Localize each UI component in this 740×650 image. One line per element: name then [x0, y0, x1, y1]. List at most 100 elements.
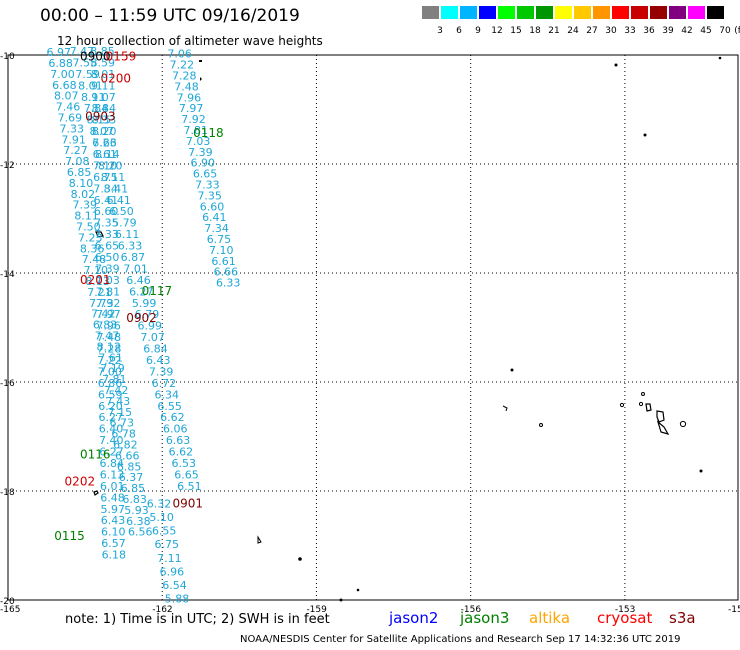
pass-time-label: 0201: [80, 273, 111, 287]
legend-swatch: [574, 6, 591, 19]
map-subtitle: 12 hour collection of altimeter wave hei…: [57, 34, 323, 48]
wave-height-value: 6.88: [48, 57, 73, 70]
legend-swatch: [498, 6, 515, 19]
wave-height-value: 6.18: [102, 549, 127, 562]
pass-time-label: 0115: [54, 529, 85, 543]
wave-height-value: 7.28: [172, 70, 197, 83]
wave-height-value: 5.79: [112, 217, 137, 230]
wave-height-value: 6.90: [191, 157, 216, 170]
legend-label: 33: [624, 26, 636, 36]
island: [718, 56, 722, 60]
satellite-altika: altika: [529, 609, 571, 627]
wave-height-value: 7.48: [174, 80, 199, 93]
wave-height-value: 7.34: [204, 222, 229, 235]
wave-height-value: 7.48: [82, 253, 107, 266]
wave-height-value: 7.92: [181, 113, 206, 126]
legend-swatch: [441, 6, 458, 19]
wave-height-value: 7.27: [63, 144, 88, 157]
wave-height-value: 8.41: [104, 182, 129, 195]
wave-height-value: 6.38: [126, 515, 151, 528]
wave-height-value: 8.33: [92, 114, 117, 127]
wave-height-value: 7.47: [70, 45, 95, 58]
wave-height-value: 8.20: [98, 159, 123, 172]
wave-height-value: 5.99: [132, 297, 157, 310]
lat-lon-grid: -165 -162 -159 -156 -153 -15 -10 -12 -14 -16 -18 -2…: [0, 52, 740, 615]
wave-height-value: 7.33: [60, 122, 85, 135]
wave-height-value: 7.33: [94, 228, 119, 241]
island: [656, 410, 665, 423]
legend-swatch: [593, 6, 610, 19]
wave-height-value: 6.20: [98, 400, 123, 413]
legend-label: 12: [491, 26, 503, 36]
wave-height-value: 6.68: [52, 79, 77, 92]
wave-height-value: 7.15: [108, 406, 133, 419]
wave-height-value: 8.20: [92, 125, 117, 138]
wave-height-value: 7.35: [197, 189, 222, 202]
island: [356, 588, 360, 592]
legend-swatch: [555, 6, 572, 19]
wave-height-value: 7.81: [184, 124, 209, 137]
wave-height-value: 6.63: [166, 434, 191, 447]
wave-height-value: 6.56: [128, 526, 153, 539]
wave-height-value: 7.10: [93, 159, 118, 172]
island: [641, 392, 645, 396]
legend-label: 3: [437, 26, 443, 36]
wave-height-value: 7.00: [97, 365, 122, 378]
wave-height-value: 6.99: [138, 320, 163, 333]
wave-height-value: 7.97: [179, 102, 204, 115]
wave-height-value: 6.27: [99, 446, 124, 459]
wave-height-value: 7.42: [104, 384, 128, 397]
wave-height-value: 6.41: [202, 211, 227, 224]
wave-height-value: 6.51: [177, 480, 202, 493]
islands: [93, 56, 722, 602]
pass-time-label: 0901: [173, 496, 204, 510]
legend-label: 30: [605, 26, 617, 36]
island: [679, 420, 687, 428]
pass-time-label: 0200: [101, 71, 132, 85]
wave-height-value: 7.59: [75, 68, 100, 81]
legend-unit: (ft): [734, 26, 740, 36]
wave-height-value: 7.96: [177, 91, 202, 104]
wave-height-value: 7.11: [157, 552, 182, 565]
island: [643, 133, 647, 137]
wave-height-value: 7.50: [76, 220, 101, 233]
wave-height-value: 7.23: [92, 137, 117, 150]
legend-swatch: [517, 6, 534, 19]
wave-height-value: 5.97: [101, 503, 126, 516]
longitude-label: -15: [728, 605, 740, 615]
wave-height-value: 6.84: [100, 457, 125, 470]
note-text: note: 1) Time is in UTC; 2) SWH is in fe…: [65, 612, 330, 627]
wave-height-value: 6.54: [162, 579, 187, 592]
wave-height-value: 6.65: [193, 168, 218, 181]
wave-height-value: 6.83: [122, 493, 147, 506]
wave-height-value: 6.34: [155, 388, 180, 401]
wave-height-value: 7.92: [96, 297, 121, 310]
legend-label: 36: [643, 26, 655, 36]
island: [200, 77, 202, 81]
wave-height-value: 6.65: [174, 468, 199, 481]
wave-height-value: 6.75: [207, 233, 232, 246]
legend-swatch: [669, 6, 686, 19]
wave-height-value: 7.21: [87, 286, 112, 299]
island: [638, 401, 644, 407]
wave-height-value: 6.40: [99, 423, 124, 436]
legend-label: 6: [456, 26, 462, 36]
legend-label: 9: [475, 26, 481, 36]
wave-height-value: 7.03: [186, 135, 211, 148]
wave-height-value: 8.01: [78, 79, 103, 92]
wave-height-value: 6.06: [163, 423, 188, 436]
island: [619, 402, 625, 408]
wave-height-value: 5.93: [124, 504, 149, 517]
wave-height-value: 7.28: [97, 343, 122, 356]
wave-height-value: 7.42: [91, 308, 116, 321]
wave-height-value: 6.46: [126, 274, 151, 287]
legend-label: 27: [586, 26, 598, 36]
wave-height-value: 6.66: [92, 137, 117, 150]
wave-height-tracks: 6.976.887.006.688.077.467.697.337.917.27…: [47, 45, 241, 606]
wave-height-value: 7.91: [61, 133, 85, 146]
island: [656, 420, 670, 435]
wave-height-value: 6.62: [169, 446, 194, 459]
satellite-jason3: jason3: [460, 609, 510, 627]
